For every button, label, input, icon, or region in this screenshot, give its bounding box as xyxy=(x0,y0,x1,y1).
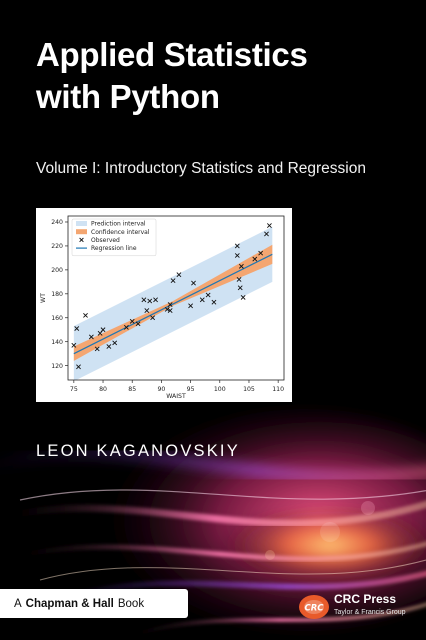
y-tick-label: 180 xyxy=(51,291,63,298)
observed-point xyxy=(211,299,217,305)
observed-point xyxy=(258,250,264,256)
confidence-band xyxy=(73,244,273,361)
y-tick-label: 220 xyxy=(51,243,63,250)
series-prefix: A xyxy=(14,597,22,610)
x-tick-label: 75 xyxy=(70,386,78,393)
observed-point xyxy=(147,298,153,304)
legend-label: Regression line xyxy=(91,245,137,252)
legend-swatch-confidence xyxy=(76,229,87,235)
observed-point xyxy=(100,327,106,333)
series-badge: A Chapman & Hall Book xyxy=(0,589,188,618)
legend-marker-observed xyxy=(79,237,84,243)
observed-point xyxy=(141,297,147,303)
observed-point xyxy=(167,302,173,308)
x-tick-label: 95 xyxy=(187,386,195,393)
legend-label: Prediction interval xyxy=(91,221,146,228)
observed-point xyxy=(123,324,129,330)
observed-point xyxy=(167,308,173,313)
observed-point xyxy=(236,277,242,282)
observed-point xyxy=(135,321,141,327)
observed-point xyxy=(234,243,240,249)
observed-point xyxy=(252,256,258,262)
x-tick-label: 100 xyxy=(214,386,226,393)
observed-point xyxy=(153,297,158,303)
x-tick-label: 110 xyxy=(272,386,284,393)
observed-point xyxy=(170,278,176,284)
observed-point xyxy=(144,308,150,313)
y-tick-label: 140 xyxy=(51,339,63,346)
observed-point xyxy=(164,306,170,312)
legend-label: Confidence interval xyxy=(91,229,150,236)
y-tick-label: 240 xyxy=(51,219,63,226)
observed-point xyxy=(237,285,243,291)
observed-point xyxy=(88,334,94,340)
legend-label: Observed xyxy=(91,237,120,244)
observed-point xyxy=(74,326,80,331)
observed-point xyxy=(94,346,100,352)
observed-point xyxy=(266,223,272,228)
observed-point xyxy=(199,297,205,303)
observed-point xyxy=(71,342,77,348)
plot-frame xyxy=(67,215,285,381)
title-line-1: Applied Statistics xyxy=(36,36,308,73)
y-tick-label: 120 xyxy=(51,363,63,370)
x-tick-label: 80 xyxy=(99,386,107,393)
legend-swatch-prediction xyxy=(76,221,87,226)
crc-logo-letters: CRC xyxy=(304,604,324,614)
observed-point xyxy=(76,364,81,370)
author-name: LEON KAGANOVSKIY xyxy=(36,442,240,460)
book-subtitle: Volume I: Introductory Statistics and Re… xyxy=(36,160,366,177)
series-suffix: Book xyxy=(117,597,145,610)
y-tick-label: 160 xyxy=(51,315,63,322)
regression-chart: 75 80 85 90 95 100 105 110 120 140 160 180 200 220 240… xyxy=(40,215,285,400)
observed-point xyxy=(97,330,103,336)
observed-point xyxy=(176,272,182,278)
observed-point xyxy=(112,340,118,346)
crc-logo-icon: CRC xyxy=(299,595,329,619)
book-title: Applied Statistics with Python xyxy=(36,34,406,118)
observed-point xyxy=(83,312,88,318)
regression-line xyxy=(73,253,273,355)
observed-point xyxy=(240,294,246,300)
observed-point xyxy=(191,280,196,286)
observed-point xyxy=(150,315,156,321)
x-tick-label: 105 xyxy=(243,386,255,393)
x-tick-label: 90 xyxy=(157,386,165,393)
legend-box xyxy=(71,218,157,257)
regression-figure: 75 80 85 90 95 100 105 110 120 140 160 180 200 220 240… xyxy=(36,208,292,402)
series-brand: Chapman & Hall xyxy=(25,597,114,610)
x-tick-label: 85 xyxy=(128,386,136,393)
observed-point xyxy=(264,231,269,237)
x-axis-label: WAIST xyxy=(166,393,186,400)
observed-point xyxy=(234,253,240,258)
title-line-2: with Python xyxy=(36,78,220,115)
y-tick-label: 200 xyxy=(51,267,63,274)
observed-point xyxy=(129,318,135,324)
y-axis-label: WT xyxy=(40,293,47,303)
publisher-tagline: Taylor & Francis Group xyxy=(334,609,406,616)
publisher-name: CRC Press xyxy=(334,592,397,606)
observed-point xyxy=(238,263,244,269)
publisher-block: CRC CRC Press Taylor & Francis Group xyxy=(298,590,418,626)
observed-point xyxy=(106,344,112,349)
observed-point xyxy=(188,303,194,309)
observed-point xyxy=(205,292,211,298)
